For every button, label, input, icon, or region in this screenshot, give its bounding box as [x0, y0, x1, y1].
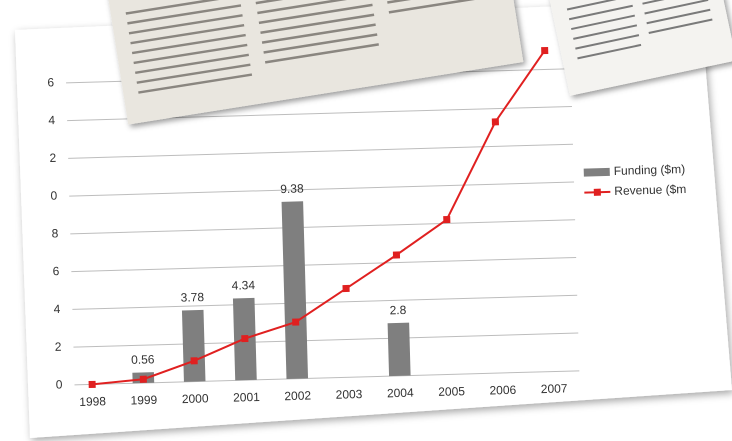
grid-line	[70, 219, 576, 235]
legend-label: Revenue ($m	[614, 182, 686, 198]
x-tick-label: 2002	[284, 388, 311, 403]
y-tick-label: 4	[54, 302, 61, 316]
point	[190, 357, 198, 365]
newspaper-clipping	[106, 0, 524, 125]
x-tick-label: 2006	[489, 383, 516, 398]
data-label: 2.8	[389, 303, 406, 317]
bar	[281, 201, 309, 379]
point	[88, 380, 96, 389]
newspaper-clipping	[547, 0, 732, 96]
point	[541, 46, 549, 55]
x-tick-label: 1999	[130, 393, 157, 408]
x-tick-label: 2004	[387, 386, 414, 401]
x-tick-label: 2007	[541, 381, 568, 396]
y-tick-label: 6	[47, 75, 54, 89]
x-tick-label: 2001	[233, 390, 260, 405]
data-label: 9.38	[280, 181, 304, 196]
line	[92, 49, 546, 386]
grid-line	[73, 332, 579, 348]
x-tick-label: 2005	[438, 384, 465, 399]
point	[392, 251, 401, 259]
bar	[387, 322, 411, 377]
point	[292, 318, 300, 326]
x-tick-label: 2003	[335, 387, 362, 402]
y-tick-label: 8	[51, 226, 58, 240]
data-label: 3.78	[180, 290, 204, 305]
legend-label: Funding ($m)	[614, 162, 686, 178]
y-tick-label: 2	[55, 340, 62, 354]
grid-line	[71, 257, 577, 273]
point	[139, 375, 147, 383]
data-label: 0.56	[131, 352, 155, 367]
legend-swatch	[583, 167, 610, 177]
data-label: 4.34	[231, 278, 255, 293]
y-tick-label: 6	[52, 264, 59, 278]
x-tick-label: 1998	[79, 394, 106, 409]
y-tick-label: 4	[48, 113, 55, 127]
grid-line	[74, 370, 580, 386]
y-tick-label: 0	[50, 189, 57, 203]
point	[443, 215, 451, 224]
legend-swatch	[593, 188, 601, 196]
point	[342, 284, 350, 293]
grid-line	[69, 181, 575, 197]
point	[491, 118, 499, 126]
x-tick-label: 2000	[182, 391, 209, 406]
grid-line	[68, 143, 573, 159]
y-tick-label: 0	[56, 377, 63, 391]
y-tick-label: 2	[49, 151, 56, 165]
point	[241, 334, 249, 343]
